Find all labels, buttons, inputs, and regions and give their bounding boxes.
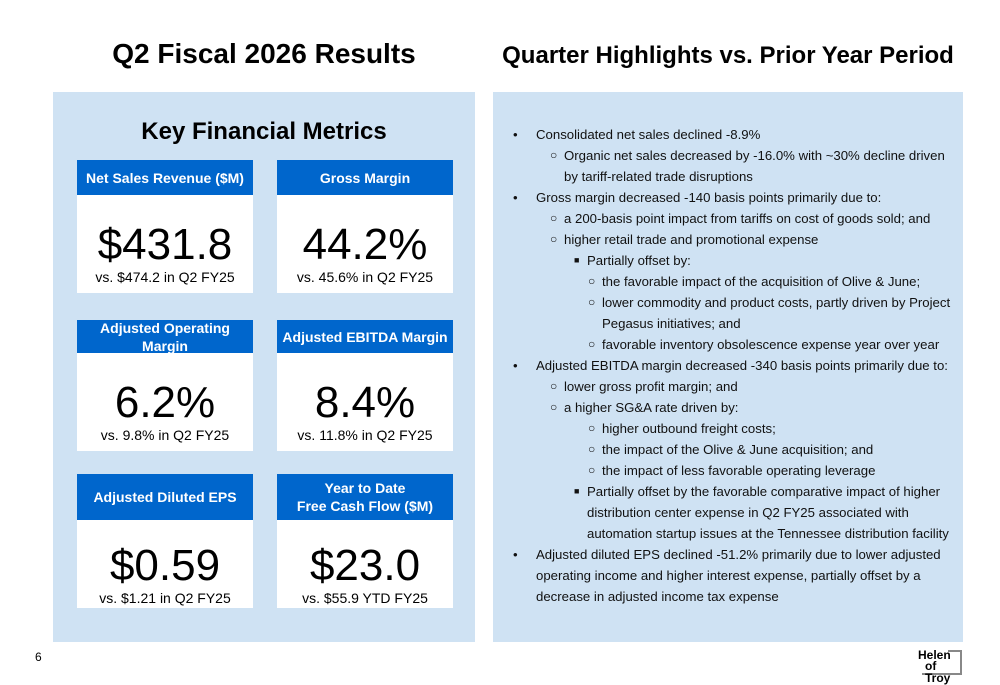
bullet-icon: ■ <box>574 255 580 265</box>
bullet-icon: ○ <box>588 337 596 351</box>
highlight-item: ○ higher retail trade and promotional exp… <box>493 229 953 250</box>
metric-value: $23.0 <box>309 541 421 590</box>
metric-comparison: vs. 9.8% in Q2 FY25 <box>100 427 230 443</box>
highlight-item: ○ higher outbound freight costs; <box>493 418 953 439</box>
metric-value: 6.2% <box>114 378 216 427</box>
bullet-icon: ○ <box>588 463 596 477</box>
bullet-icon: ○ <box>588 421 596 435</box>
highlight-text: lower gross profit margin; and <box>564 379 738 394</box>
highlight-text: Adjusted EBITDA margin decreased -340 ba… <box>536 358 948 373</box>
metric-value: $0.59 <box>109 541 221 590</box>
highlight-item: ○ Organic net sales decreased by -16.0% w… <box>493 145 953 187</box>
bullet-icon: ○ <box>550 232 558 246</box>
highlight-text: a 200-basis point impact from tariffs on… <box>564 211 931 226</box>
bullet-icon: • <box>513 358 518 373</box>
highlight-item: ○ lower commodity and product costs, part… <box>493 292 953 334</box>
highlight-item: ○ favorable inventory obsolescence expens… <box>493 334 953 355</box>
bullet-icon: ○ <box>550 148 558 162</box>
highlight-item: ■ Partially offset by: <box>493 250 953 271</box>
page-number: 6 <box>35 650 42 664</box>
metric-card: Gross Margin 44.2% vs. 45.6% in Q2 FY25 <box>277 160 453 293</box>
left-title: Q2 Fiscal 2026 Results <box>112 38 416 69</box>
metric-card: Adjusted Operating Margin 6.2% vs. 9.8% i… <box>77 320 253 451</box>
metric-value: 44.2% <box>302 220 428 269</box>
metric-card-header: Adjusted Diluted EPS <box>77 474 253 520</box>
bullet-icon: • <box>513 127 518 142</box>
highlight-text: Gross margin decreased -140 basis points… <box>536 190 882 205</box>
bullet-icon: ○ <box>550 211 558 225</box>
metric-comparison: vs. 45.6% in Q2 FY25 <box>296 269 434 285</box>
highlight-text: the impact of the Olive & June acquisiti… <box>602 442 874 457</box>
highlight-text: a higher SG&A rate driven by: <box>564 400 739 415</box>
highlight-item: ○ a higher SG&A rate driven by: <box>493 397 953 418</box>
highlight-text: favorable inventory obsolescence expense… <box>602 337 940 352</box>
bullet-icon: ○ <box>588 295 596 309</box>
metric-value: $431.8 <box>97 220 233 269</box>
bullet-icon: • <box>513 547 518 562</box>
metric-card-header: Net Sales Revenue ($M) <box>77 160 253 195</box>
highlight-item: ○ a 200-basis point impact from tariffs o… <box>493 208 953 229</box>
highlight-item: ○ the impact of less favorable operating … <box>493 460 953 481</box>
metrics-title: Key Financial Metrics <box>141 118 387 145</box>
right-title: Quarter Highlights vs. Prior Year Period <box>502 42 954 69</box>
highlight-item: ○ the impact of the Olive & June acquisit… <box>493 439 953 460</box>
bullet-icon: ○ <box>550 379 558 393</box>
highlight-text: the impact of less favorable operating l… <box>602 463 876 478</box>
metric-card: Year to Date Free Cash Flow ($M) $23.0 vs… <box>277 474 453 608</box>
metric-card-header: Gross Margin <box>277 160 453 195</box>
helen-of-troy-logo: Helen of Troy <box>918 647 962 684</box>
highlight-text: higher retail trade and promotional expe… <box>564 232 819 247</box>
metric-comparison: vs. 11.8% in Q2 FY25 <box>297 427 433 443</box>
highlight-item: • Adjusted diluted EPS declined -51.2% pr… <box>493 544 953 607</box>
bullet-icon: ○ <box>588 442 596 456</box>
highlights-list: • Consolidated net sales declined -8.9% ○ O… <box>493 124 953 607</box>
metric-comparison: vs. $474.2 in Q2 FY25 <box>95 269 235 285</box>
highlight-item: ○ the favorable impact of the acquisition… <box>493 271 953 292</box>
bullet-icon: ○ <box>550 400 558 414</box>
metric-card-header: Adjusted EBITDA Margin <box>277 320 453 353</box>
highlight-text: Organic net sales decreased by -16.0% wi… <box>564 148 945 184</box>
highlight-item: • Gross margin decreased -140 basis point… <box>493 187 953 208</box>
metric-card-header: Adjusted Operating Margin <box>77 320 253 354</box>
metric-comparison: vs. $1.21 in Q2 FY25 <box>99 590 231 606</box>
highlight-item: ○ lower gross profit margin; and <box>493 376 953 397</box>
bullet-icon: ○ <box>588 274 596 288</box>
metric-card: Adjusted Diluted EPS $0.59 vs. $1.21 in Q… <box>77 474 253 608</box>
highlights-panel <box>493 92 963 642</box>
highlight-text: higher outbound freight costs; <box>602 421 776 436</box>
metric-card-header: Year to Date Free Cash Flow ($M) <box>277 474 453 520</box>
metric-comparison: vs. $55.9 YTD FY25 <box>302 590 428 606</box>
bullet-icon: • <box>513 190 518 205</box>
highlight-text: Adjusted diluted EPS declined -51.2% pri… <box>536 547 941 604</box>
highlight-text: the favorable impact of the acquisition … <box>602 274 921 289</box>
highlight-text: lower commodity and product costs, partl… <box>602 295 951 331</box>
metric-card: Net Sales Revenue ($M) $431.8 vs. $474.2 … <box>77 160 253 293</box>
highlight-item: • Adjusted EBITDA margin decreased -340 b… <box>493 355 953 376</box>
highlight-text: Partially offset by: <box>587 253 691 268</box>
metric-value: 8.4% <box>314 378 416 427</box>
highlight-item: ■ Partially offset by the favorable compa… <box>493 481 953 544</box>
highlight-item: • Consolidated net sales declined -8.9% <box>493 124 953 145</box>
highlight-text: Partially offset by the favorable compar… <box>587 484 949 541</box>
highlight-text: Consolidated net sales declined -8.9% <box>536 127 761 142</box>
bullet-icon: ■ <box>574 486 580 496</box>
metric-card: Adjusted EBITDA Margin 8.4% vs. 11.8% in … <box>277 320 453 451</box>
